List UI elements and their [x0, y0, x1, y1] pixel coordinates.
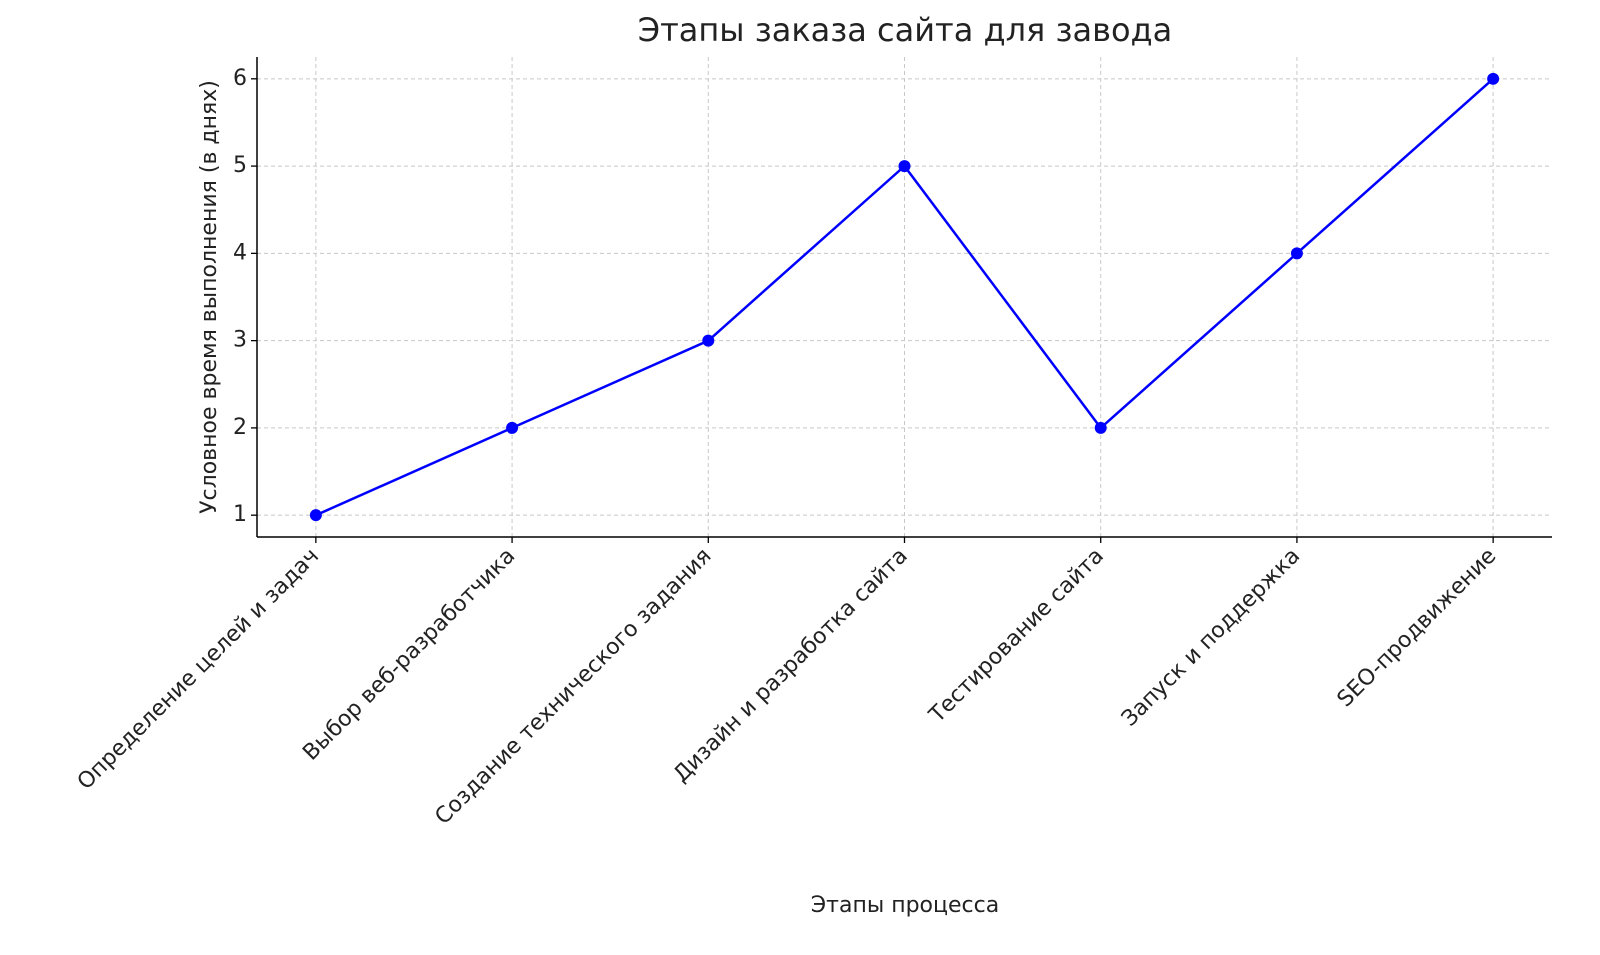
y-axis-label: Условное время выполнения (в днях)	[197, 80, 222, 514]
x-axis-label: Этапы процесса	[811, 893, 999, 918]
y-tick-label: 1	[233, 502, 247, 527]
x-tick-label: Дизайн и разработка сайта	[669, 544, 913, 788]
data-point	[1094, 421, 1107, 434]
y-tick-label: 6	[233, 66, 247, 91]
y-tick-label: 5	[233, 153, 247, 178]
data-point	[898, 160, 911, 173]
y-tick-label: 4	[233, 240, 247, 265]
y-tick-label: 2	[233, 415, 247, 440]
data-point	[1290, 247, 1303, 260]
data-point	[702, 334, 715, 347]
x-tick-label: Определение целей и задач	[73, 544, 324, 795]
data-point	[309, 509, 322, 522]
y-tick-label: 3	[233, 328, 247, 353]
data-point	[506, 421, 519, 434]
x-tick-label: Выбор веб-разработчика	[298, 544, 520, 766]
x-tick-label: SEO-продвижение	[1333, 544, 1502, 713]
data-point	[1487, 72, 1500, 85]
chart-title: Этапы заказа сайта для завода	[638, 11, 1173, 49]
x-tick-label: Тестирование сайта	[924, 544, 1109, 729]
x-tick-label: Запуск и поддержка	[1117, 544, 1305, 732]
